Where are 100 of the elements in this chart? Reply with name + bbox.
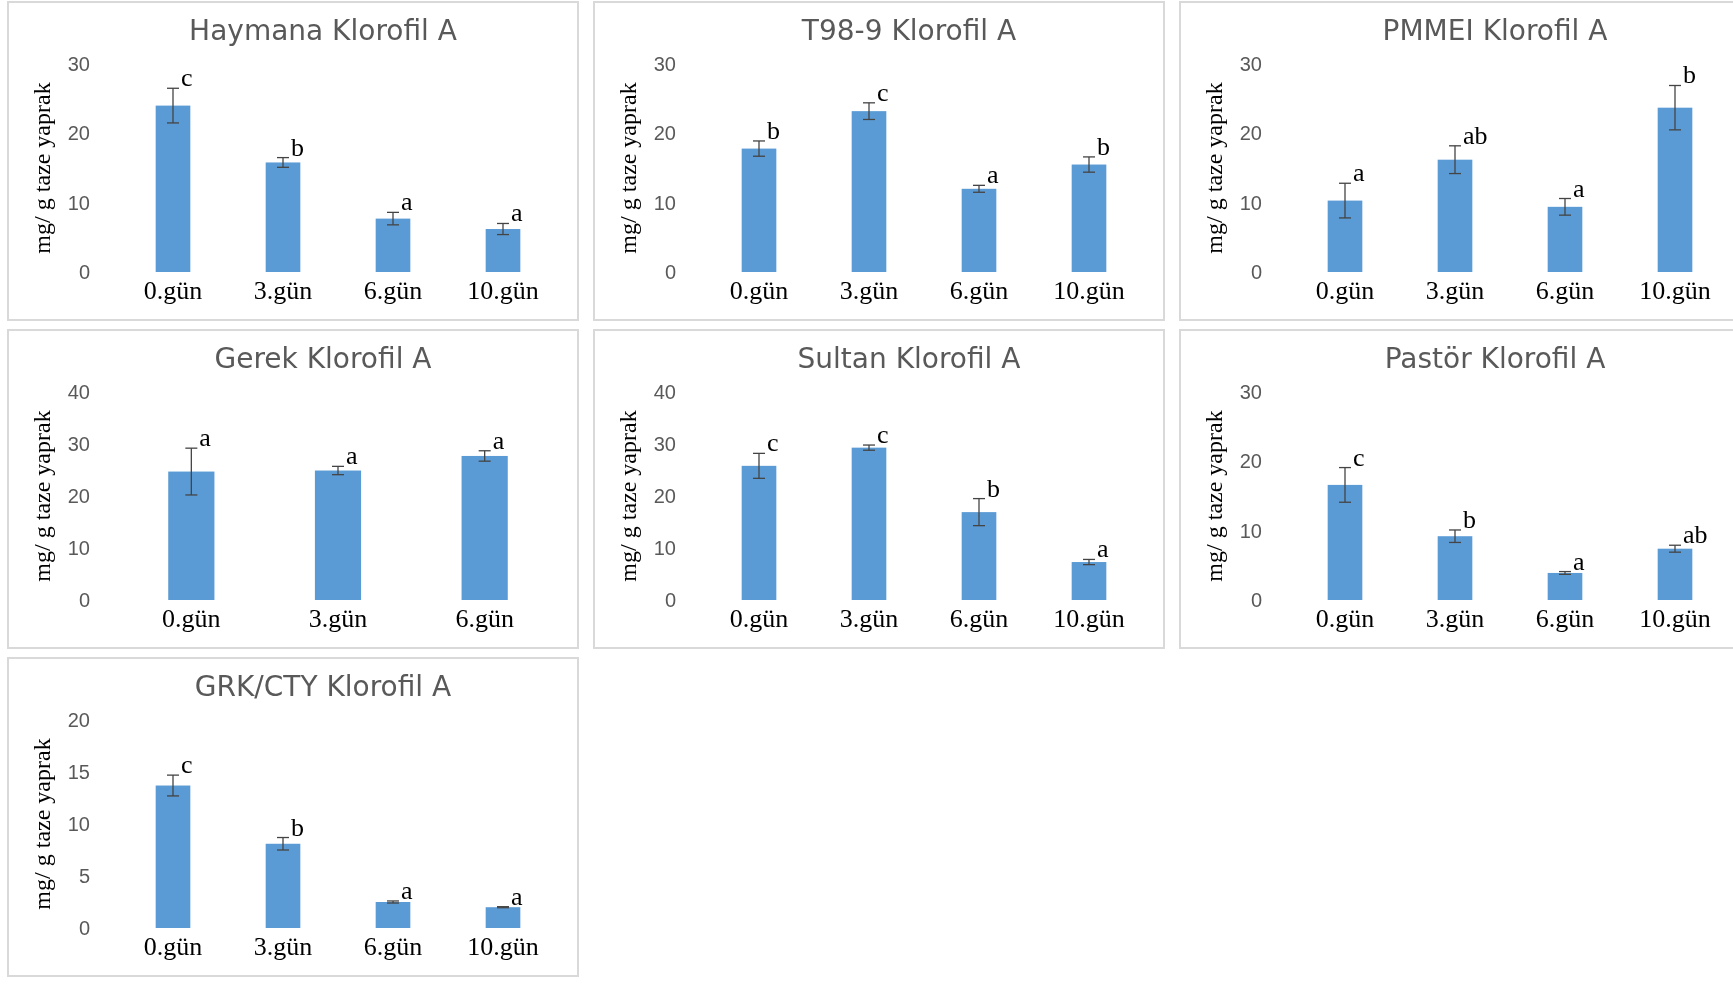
y-tick-label: 40 — [653, 381, 676, 403]
x-tick-label: 3.gün — [253, 932, 313, 961]
annotation: a — [401, 187, 413, 217]
y-tick-label: 0 — [664, 589, 676, 611]
x-tick-label: 3.gün — [839, 604, 899, 633]
bar — [1657, 548, 1693, 600]
bar — [155, 105, 191, 272]
x-tick-label: 3.gün — [1425, 276, 1485, 305]
y-tick-label: 0 — [78, 917, 90, 939]
bar — [1071, 164, 1107, 272]
x-tick-label: 3.gün — [839, 276, 899, 305]
bar — [375, 902, 411, 928]
y-tick-label: 30 — [67, 53, 90, 75]
x-tick-label: 10.gün — [1053, 604, 1125, 633]
bar — [375, 218, 411, 272]
y-axis-title: mg/ g taze yaprak — [1201, 82, 1227, 254]
x-tick-label: 0.gün — [143, 932, 203, 961]
y-axis-title: mg/ g taze yaprak — [29, 738, 55, 910]
bar — [851, 111, 887, 272]
y-tick-label: 20 — [1239, 450, 1262, 473]
annotation: a — [1573, 173, 1585, 203]
y-tick-label: 10 — [67, 537, 90, 559]
bar — [265, 162, 301, 272]
y-tick-label: 10 — [1239, 191, 1262, 214]
y-tick-label: 20 — [67, 122, 90, 145]
annotation: c — [181, 750, 193, 780]
x-tick-label: 6.gün — [363, 932, 423, 961]
x-tick-label: 6.gün — [363, 276, 423, 305]
y-tick-label: 20 — [67, 709, 90, 731]
annotation: a — [987, 160, 999, 190]
y-tick-label: 30 — [653, 433, 676, 455]
bar — [485, 907, 521, 928]
y-tick-label: 10 — [67, 813, 90, 835]
y-tick-label: 30 — [1239, 381, 1262, 403]
bar — [851, 447, 887, 600]
x-tick-label: 3.gün — [308, 604, 368, 633]
x-tick-label: 6.gün — [949, 604, 1009, 633]
annotation: b — [1463, 504, 1476, 534]
x-tick-label: 0.gün — [143, 276, 203, 305]
annotation: b — [767, 115, 780, 145]
bar — [155, 785, 191, 928]
bar — [961, 512, 997, 600]
chart-title: T98-9 Klorofil A — [800, 14, 1017, 47]
y-tick-label: 5 — [78, 865, 90, 887]
annotation: a — [346, 441, 358, 471]
bar — [485, 229, 521, 272]
x-tick-label: 6.gün — [455, 604, 514, 633]
x-tick-label: 6.gün — [1535, 276, 1595, 305]
annotation: c — [181, 63, 193, 93]
bar — [1547, 206, 1583, 272]
annotation: a — [401, 875, 413, 905]
bar — [265, 843, 301, 928]
y-tick-label: 20 — [67, 485, 90, 507]
annotation: a — [511, 198, 523, 228]
bar — [961, 188, 997, 272]
annotation: b — [291, 812, 304, 842]
annotation: a — [1097, 534, 1109, 564]
y-axis-title: mg/ g taze yaprak — [29, 410, 55, 582]
annotation: a — [1573, 546, 1585, 576]
y-tick-label: 30 — [1239, 53, 1262, 75]
y-tick-label: 10 — [653, 537, 676, 559]
y-tick-label: 0 — [664, 261, 676, 283]
bar — [1437, 536, 1473, 600]
y-tick-label: 0 — [78, 589, 90, 611]
chart-title: Haymana Klorofil A — [189, 14, 457, 47]
y-tick-label: 40 — [67, 381, 90, 403]
chart-title: Pastör Klorofil A — [1384, 342, 1606, 375]
y-tick-label: 0 — [1250, 261, 1262, 283]
y-tick-label: 30 — [653, 53, 676, 75]
y-axis-title: mg/ g taze yaprak — [615, 410, 641, 582]
bar — [1547, 572, 1583, 600]
bar — [741, 148, 777, 272]
bar — [1071, 562, 1107, 600]
chart-title: Gerek Klorofil A — [214, 342, 432, 375]
x-tick-label: 0.gün — [162, 604, 221, 633]
bar — [741, 465, 777, 600]
x-tick-label: 0.gün — [1315, 604, 1375, 633]
annotation: ab — [1463, 120, 1488, 150]
annotation: c — [877, 420, 889, 450]
x-tick-label: 0.gün — [729, 276, 789, 305]
x-tick-label: 10.gün — [467, 276, 539, 305]
y-tick-label: 20 — [653, 485, 676, 507]
chart-title: PMMEI Klorofil A — [1382, 14, 1608, 47]
annotation: a — [492, 425, 505, 455]
bar — [1327, 200, 1363, 272]
annotation: b — [1097, 131, 1110, 161]
y-tick-label: 10 — [653, 191, 676, 214]
x-tick-label: 6.gün — [949, 276, 1009, 305]
y-axis-title: mg/ g taze yaprak — [1201, 410, 1227, 582]
chart-title: GRK/CTY Klorofil A — [194, 670, 452, 703]
x-tick-label: 10.gün — [1639, 604, 1711, 633]
annotation: c — [877, 77, 889, 107]
x-tick-label: 0.gün — [1315, 276, 1375, 305]
annotation: b — [987, 473, 1000, 503]
y-tick-label: 20 — [1239, 122, 1262, 145]
annotation: c — [1353, 442, 1365, 472]
x-tick-label: 0.gün — [729, 604, 789, 633]
y-tick-label: 0 — [1250, 589, 1262, 611]
y-axis-title: mg/ g taze yaprak — [29, 82, 55, 254]
y-tick-label: 10 — [1239, 519, 1262, 542]
